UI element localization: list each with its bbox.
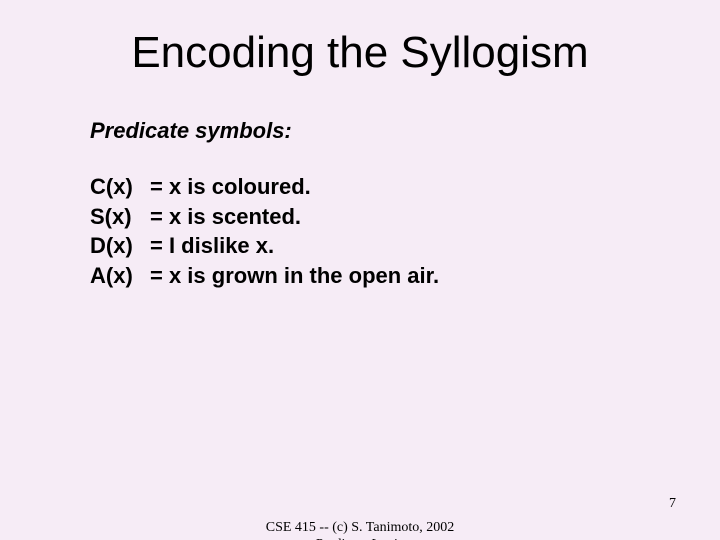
definition-row: S(x) = x is scented. (90, 202, 660, 232)
footer-credit: CSE 415 -- (c) S. Tanimoto, 2002 Predica… (266, 520, 455, 540)
definition-symbol: C(x) (90, 172, 150, 202)
definition-symbol: A(x) (90, 261, 150, 291)
page-number: 7 (669, 496, 676, 512)
footer-line1: CSE 415 -- (c) S. Tanimoto, 2002 (266, 520, 455, 537)
definition-meaning: = I dislike x. (150, 231, 274, 261)
slide-content: Predicate symbols: C(x) = x is coloured.… (0, 118, 720, 291)
definition-symbol: S(x) (90, 202, 150, 232)
definition-row: D(x) = I dislike x. (90, 231, 660, 261)
definitions-list: C(x) = x is coloured. S(x) = x is scente… (90, 172, 660, 291)
definition-symbol: D(x) (90, 231, 150, 261)
definition-row: A(x) = x is grown in the open air. (90, 261, 660, 291)
definition-row: C(x) = x is coloured. (90, 172, 660, 202)
definition-meaning: = x is coloured. (150, 172, 311, 202)
predicate-symbols-heading: Predicate symbols: (90, 118, 660, 144)
definition-meaning: = x is grown in the open air. (150, 261, 439, 291)
definition-meaning: = x is scented. (150, 202, 301, 232)
slide-title: Encoding the Syllogism (0, 0, 720, 118)
